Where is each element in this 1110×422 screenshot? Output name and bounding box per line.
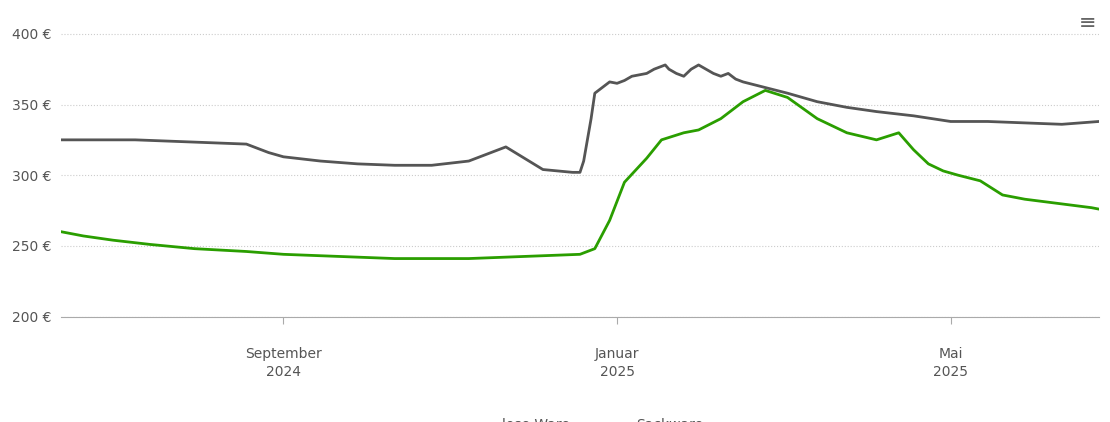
Text: Mai
2025: Mai 2025 bbox=[934, 347, 968, 379]
Legend: lose Ware, Sackware: lose Ware, Sackware bbox=[451, 412, 709, 422]
Text: ≡: ≡ bbox=[1079, 13, 1097, 32]
Text: September
2024: September 2024 bbox=[245, 347, 322, 379]
Text: Januar
2025: Januar 2025 bbox=[595, 347, 639, 379]
